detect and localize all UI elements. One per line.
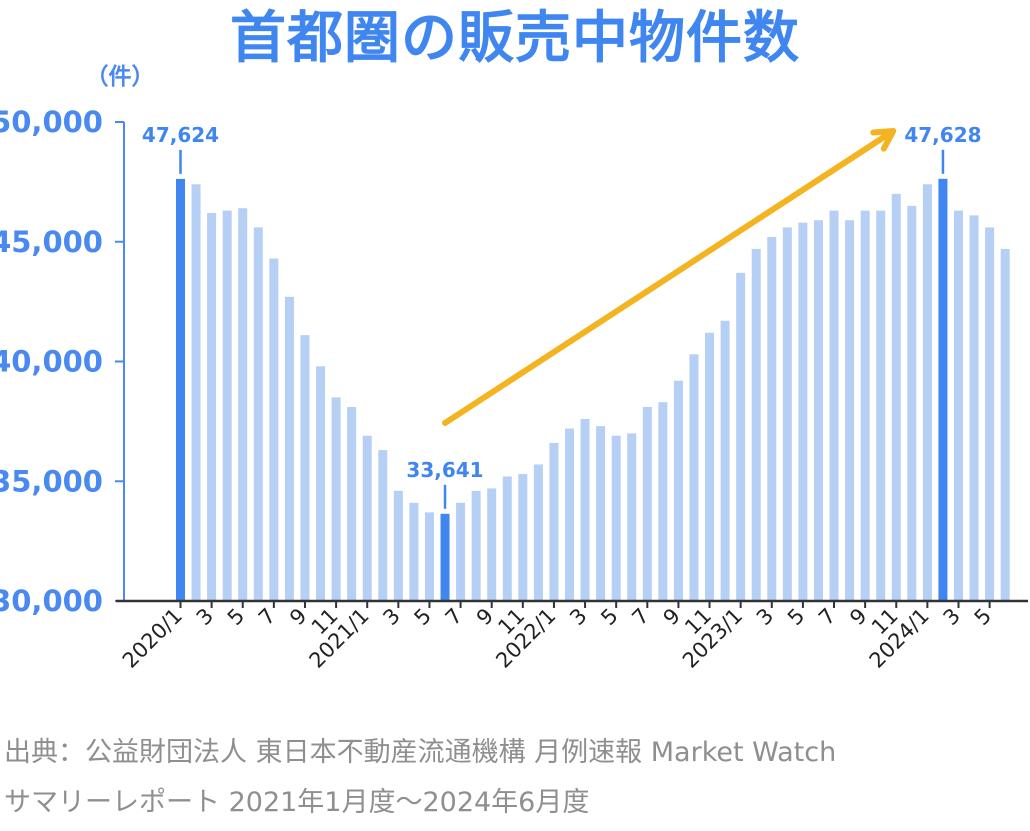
bar-2022-9 — [673, 380, 683, 601]
bar-2024-6 — [1000, 248, 1010, 601]
bar-2024-1 — [922, 184, 932, 601]
bar-chart: （件） 30,000 35,000 40,000 45,000 50,000 47,624… — [0, 63, 1028, 673]
bar-2020-12 — [347, 407, 357, 601]
bar-2021-7 — [456, 502, 466, 601]
x-tick-label: 5 — [783, 604, 809, 630]
bar-2020-4 — [222, 210, 232, 602]
bar-2022-3 — [580, 418, 590, 601]
bar-2023-5 — [798, 222, 808, 601]
bar-2023-6 — [813, 220, 823, 601]
bar-2022-8 — [658, 402, 668, 601]
y-axis-unit-label: （件） — [86, 63, 155, 90]
x-tick-label: 3 — [378, 604, 404, 630]
bar-2021-3 — [393, 490, 403, 601]
chart-title: 首都圏の販売中物件数 — [230, 6, 800, 71]
x-tick-label: 3 — [565, 604, 591, 630]
data-label: 33,641 — [406, 458, 483, 482]
y-tick-label: 50,000 — [0, 105, 103, 139]
x-tick-label: 5 — [596, 604, 622, 630]
bar-2023-4 — [782, 227, 792, 601]
bar-2020-5 — [238, 208, 248, 601]
bar-2024-3 — [954, 210, 963, 602]
bar-2020-6 — [253, 227, 263, 601]
bar-2022-5 — [611, 435, 621, 601]
x-tick-label: 7 — [254, 604, 280, 630]
bar-2021-10 — [502, 476, 512, 601]
bar-2021-4 — [409, 502, 419, 601]
y-tick-label: 35,000 — [0, 464, 103, 498]
x-tick-label: 3 — [752, 604, 778, 630]
x-tick-label: 2020/1 — [118, 604, 187, 673]
bar-2024-4 — [969, 215, 979, 601]
x-tick-label: 3 — [192, 604, 218, 630]
bar-2020-11 — [331, 397, 341, 601]
trend-arrow-line — [442, 128, 897, 426]
bar-2021-8 — [471, 490, 481, 601]
bar-2021-12 — [533, 464, 543, 601]
bar-2022-7 — [642, 407, 652, 601]
trend-arrow — [442, 128, 897, 426]
bar-2023-8 — [845, 220, 855, 601]
bar-2021-9 — [487, 488, 497, 601]
x-tick-label: 9 — [659, 604, 685, 630]
bar-2022-10 — [689, 354, 699, 601]
bar-2024-2 — [938, 178, 948, 602]
bar-2022-12 — [720, 320, 730, 601]
x-tick-label: 9 — [472, 604, 498, 630]
data-label: 47,628 — [904, 123, 981, 147]
x-tick-label: 5 — [223, 604, 249, 630]
bar-2022-6 — [627, 433, 637, 601]
bar-2020-9 — [300, 335, 310, 601]
bar-2022-2 — [565, 428, 574, 601]
bar-2023-10 — [876, 210, 886, 602]
source-line-2: サマリーレポート 2021年1月度～2024年6月度 — [4, 787, 590, 818]
bar-2020-1 — [176, 178, 185, 601]
bar-2021-2 — [378, 450, 388, 601]
bar-2023-9 — [860, 210, 870, 602]
data-label: 47,624 — [142, 123, 219, 147]
bar-2023-1 — [736, 272, 746, 601]
bar-2023-3 — [767, 236, 777, 601]
bar-2024-5 — [985, 227, 995, 601]
bar-2023-11 — [891, 193, 901, 601]
y-tick-label: 40,000 — [0, 345, 103, 379]
bar-2021-11 — [518, 474, 528, 601]
x-tick-label: 5 — [970, 604, 996, 630]
data-labels: 47,624 33,641 47,628 — [142, 123, 982, 509]
bar-2022-1 — [549, 442, 559, 601]
y-axis: （件） 30,000 35,000 40,000 45,000 50,000 — [0, 63, 155, 618]
y-tick-label: 45,000 — [0, 225, 103, 259]
y-tick-label: 30,000 — [0, 584, 103, 618]
bar-2022-11 — [705, 332, 715, 601]
bar-2020-3 — [207, 213, 217, 601]
bar-2020-2 — [191, 184, 201, 601]
x-tick-label: 7 — [441, 604, 467, 630]
bar-2020-8 — [284, 296, 294, 601]
bar-2023-12 — [907, 205, 917, 601]
bar-2020-7 — [269, 258, 279, 601]
bar-2021-6 — [440, 513, 450, 601]
bar-2021-1 — [362, 435, 372, 601]
x-tick-label: 5 — [410, 604, 436, 630]
bar-2022-4 — [596, 426, 606, 601]
x-tick-label: 3 — [939, 604, 965, 630]
bar-2020-10 — [316, 366, 326, 601]
x-tick-label: 9 — [845, 604, 871, 630]
bars — [176, 178, 1010, 602]
x-tick-label: 7 — [627, 604, 653, 630]
source-line-1: 出典：公益財団法人 東日本不動産流通機構 月例速報 Market Watch — [4, 737, 837, 768]
bar-2023-2 — [751, 248, 761, 601]
bar-2023-7 — [829, 210, 839, 602]
x-tick-label: 7 — [814, 604, 840, 630]
x-tick-label: 9 — [285, 604, 311, 630]
bar-2021-5 — [424, 512, 434, 601]
